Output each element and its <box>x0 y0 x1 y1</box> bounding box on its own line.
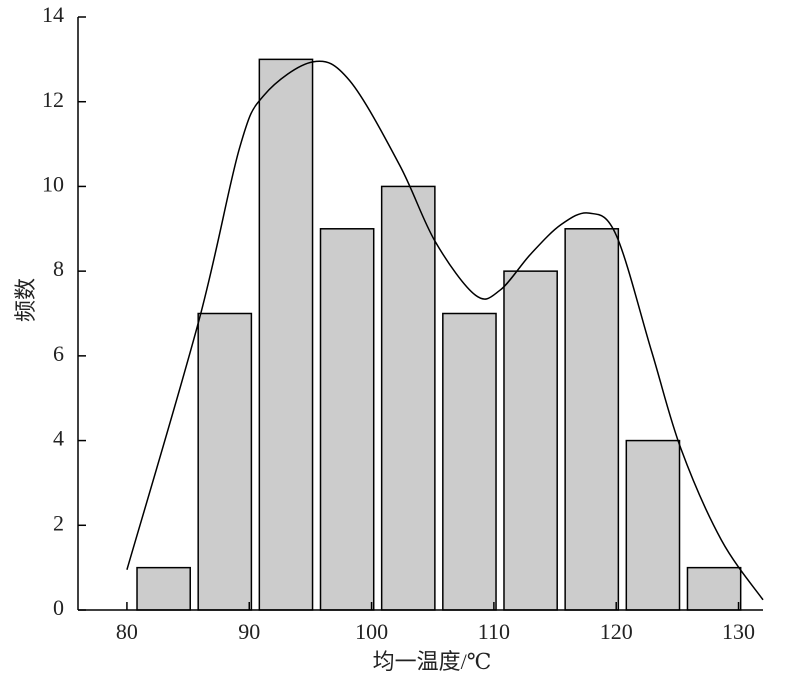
y-tick-label: 10 <box>42 171 64 196</box>
bar <box>686 566 742 611</box>
x-tick-label: 90 <box>238 619 260 644</box>
y-tick-label: 4 <box>53 426 64 451</box>
bar <box>380 185 436 611</box>
y-tick-label: 0 <box>53 595 64 620</box>
y-tick-label: 14 <box>42 2 64 27</box>
x-axis-label: 均一温度/℃ <box>373 649 492 674</box>
y-tick-label: 2 <box>53 510 64 535</box>
x-tick-label: 100 <box>355 619 388 644</box>
x-tick-label: 110 <box>478 619 510 644</box>
bar <box>319 228 375 611</box>
bar <box>258 58 314 611</box>
x-tick-label: 130 <box>722 619 755 644</box>
y-tick-label: 6 <box>53 341 64 366</box>
bar <box>136 566 191 611</box>
bar <box>625 439 681 611</box>
y-tick-label: 12 <box>42 87 64 112</box>
bar <box>564 228 620 611</box>
y-tick-label: 8 <box>53 256 64 281</box>
x-tick-label: 120 <box>600 619 633 644</box>
bar <box>197 312 253 611</box>
y-axis-label: 频数 <box>13 278 38 322</box>
bar <box>442 312 497 611</box>
x-tick-label: 80 <box>116 619 138 644</box>
bar <box>503 270 558 611</box>
density-curve <box>126 60 764 601</box>
